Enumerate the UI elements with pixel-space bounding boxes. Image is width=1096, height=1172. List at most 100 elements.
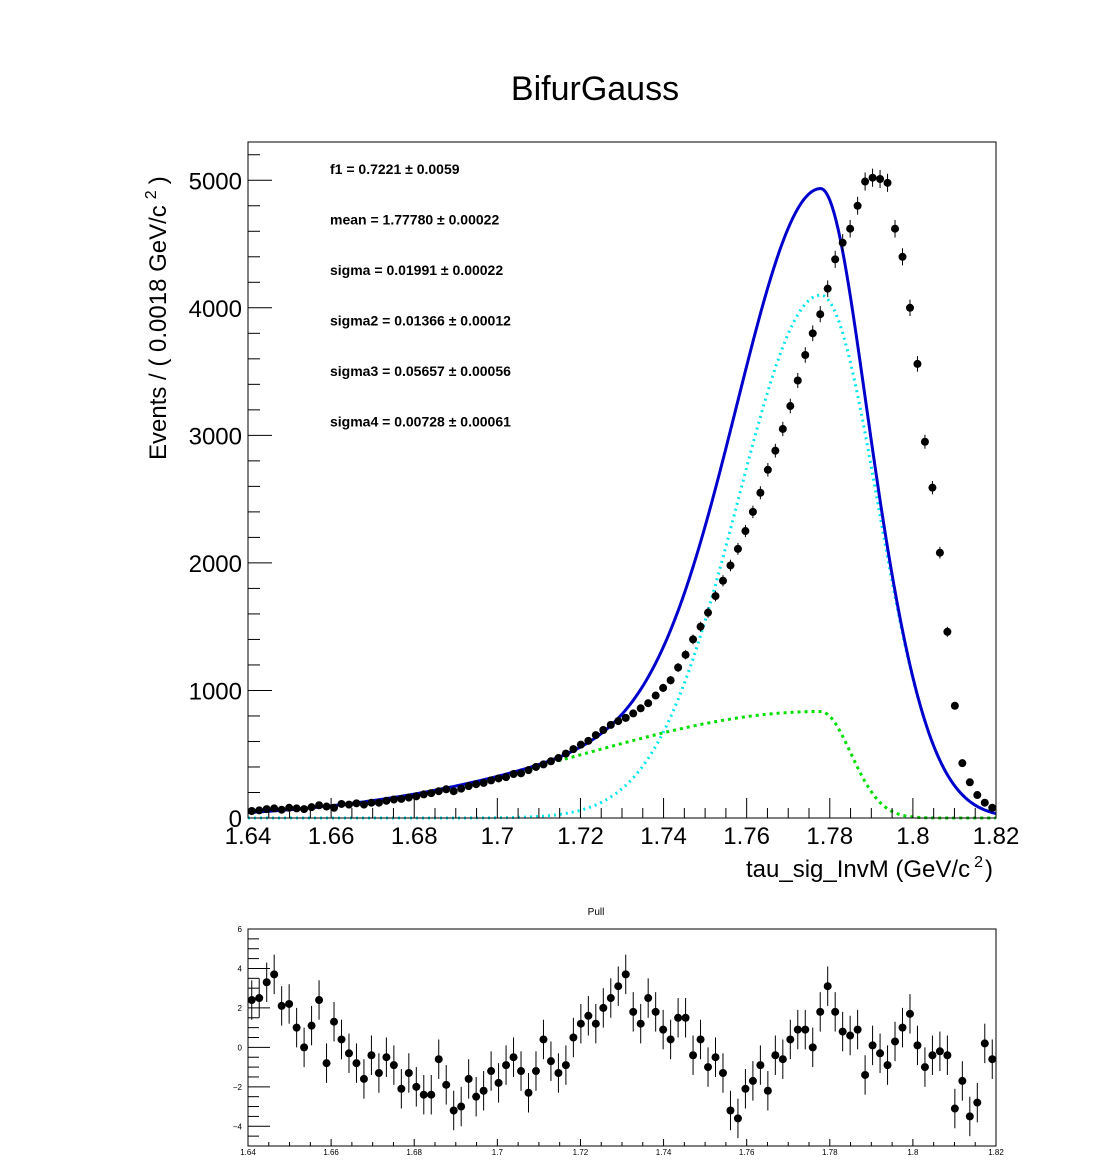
data-point — [868, 173, 877, 182]
pull-point — [689, 1051, 698, 1060]
pull-y-tick-label: 2 — [238, 1004, 243, 1013]
pull-point — [621, 970, 630, 979]
pull-point — [591, 1019, 600, 1028]
pull-point — [524, 1088, 533, 1097]
y-axis-label-superscript: 2 — [143, 190, 160, 199]
pull-point — [958, 1076, 967, 1085]
pull-point — [531, 1067, 540, 1076]
pull-point — [928, 1051, 937, 1060]
fit-param-pm: ± — [445, 363, 460, 379]
fit-param-sigma: sigma = 0.01991 ± 0.00022 — [330, 262, 503, 278]
data-point — [546, 757, 555, 766]
fit-param-name: sigma2 — [330, 313, 378, 329]
pull-point — [920, 1063, 929, 1072]
fit-param-error: 0.00056 — [460, 363, 511, 379]
pull-point — [561, 1061, 570, 1070]
data-point — [666, 676, 675, 685]
data-point — [913, 359, 922, 368]
pull-plot-frame — [247, 928, 997, 1147]
pull-point — [464, 1074, 473, 1083]
pull-point — [419, 1090, 428, 1099]
pull-point — [412, 1082, 421, 1091]
pull-point — [457, 1102, 466, 1111]
pull-point — [502, 1061, 511, 1070]
pull-point — [651, 1007, 660, 1016]
pull-point — [823, 982, 832, 991]
data-point — [531, 762, 540, 771]
pull-point — [255, 994, 264, 1003]
x-tick-label: 1.7 — [481, 823, 514, 850]
pull-x-tick-label: 1.8 — [907, 1148, 919, 1157]
data-point — [823, 284, 832, 293]
data-point — [704, 608, 713, 617]
data-point — [756, 488, 765, 497]
pull-point — [704, 1063, 713, 1072]
y-axis-label: Events / ( 0.0018 GeV/c 2) — [143, 176, 172, 460]
data-point — [382, 796, 391, 805]
data-point — [905, 303, 914, 312]
pull-point — [831, 1007, 840, 1016]
data-point — [270, 804, 279, 813]
pull-point — [861, 1070, 870, 1079]
pull-point — [397, 1084, 406, 1093]
pull-point — [300, 1043, 309, 1052]
data-point — [674, 663, 683, 672]
pull-point — [891, 1037, 900, 1046]
pull-point — [973, 1098, 982, 1107]
pull-plot-panel: Pull −4 −2 0 2 4 6 1.64 1.66 1.68 1.7 1.72 1.74 1.7… — [233, 907, 1004, 1157]
pull-title: Pull — [588, 907, 605, 918]
pull-point — [367, 1051, 376, 1060]
x-axis-label: tau_sig_InvM (GeV/c 2) — [746, 854, 993, 883]
pull-point — [344, 1049, 353, 1058]
fit-parameters-box: f1 = 0.7221 ± 0.0059 mean = 1.77780 ± 0.0… — [330, 161, 511, 430]
pull-point — [382, 1053, 391, 1062]
data-point — [718, 576, 727, 585]
pull-point — [943, 1051, 952, 1060]
data-point — [920, 437, 929, 446]
fit-param-error: 0.00061 — [460, 414, 511, 430]
data-point — [359, 800, 368, 809]
x-tick-label: 1.74 — [640, 823, 687, 850]
pull-point — [262, 978, 271, 987]
fit-param-eq: = — [378, 313, 394, 329]
pull-point — [980, 1039, 989, 1048]
fit-param-value: 0.01991 — [386, 262, 437, 278]
pull-point — [718, 1069, 727, 1078]
data-point — [255, 806, 264, 815]
pull-point — [569, 1033, 578, 1042]
data-point — [786, 402, 795, 411]
data-point — [412, 792, 421, 801]
pull-point — [509, 1053, 518, 1062]
y-tick-label: 1000 — [189, 678, 242, 705]
fit-curves-layer — [247, 187, 997, 820]
data-point — [427, 789, 436, 798]
x-tick-label: 1.68 — [391, 823, 438, 850]
x-tick-label: 1.72 — [557, 823, 604, 850]
pull-point — [576, 1019, 585, 1028]
fit-param-pm: ± — [445, 313, 460, 329]
data-points-layer — [247, 168, 997, 815]
fit-param-pm: ± — [401, 161, 416, 177]
x-tick-label: 1.82 — [973, 823, 1020, 850]
fit-param-error: 0.00022 — [453, 262, 504, 278]
data-point — [554, 754, 563, 763]
data-point — [374, 798, 383, 807]
pull-point — [292, 1023, 301, 1032]
data-point — [651, 691, 660, 700]
data-point — [300, 805, 309, 814]
pull-point — [337, 1035, 346, 1044]
fit-param-error: 0.00022 — [449, 212, 500, 228]
pull-point — [838, 1027, 847, 1036]
data-point — [778, 424, 787, 433]
data-point — [733, 544, 742, 553]
pull-point — [778, 1055, 787, 1064]
pull-x-tick-label: 1.76 — [739, 1148, 755, 1157]
data-point — [457, 784, 466, 793]
fit-param-sigma2: sigma2 = 0.01366 ± 0.00012 — [330, 313, 511, 329]
pull-point — [389, 1061, 398, 1070]
data-point — [569, 745, 578, 754]
data-point — [793, 376, 802, 385]
pull-y-tick-label: 0 — [238, 1043, 243, 1052]
pull-point — [711, 1053, 720, 1062]
pull-point — [449, 1106, 458, 1115]
